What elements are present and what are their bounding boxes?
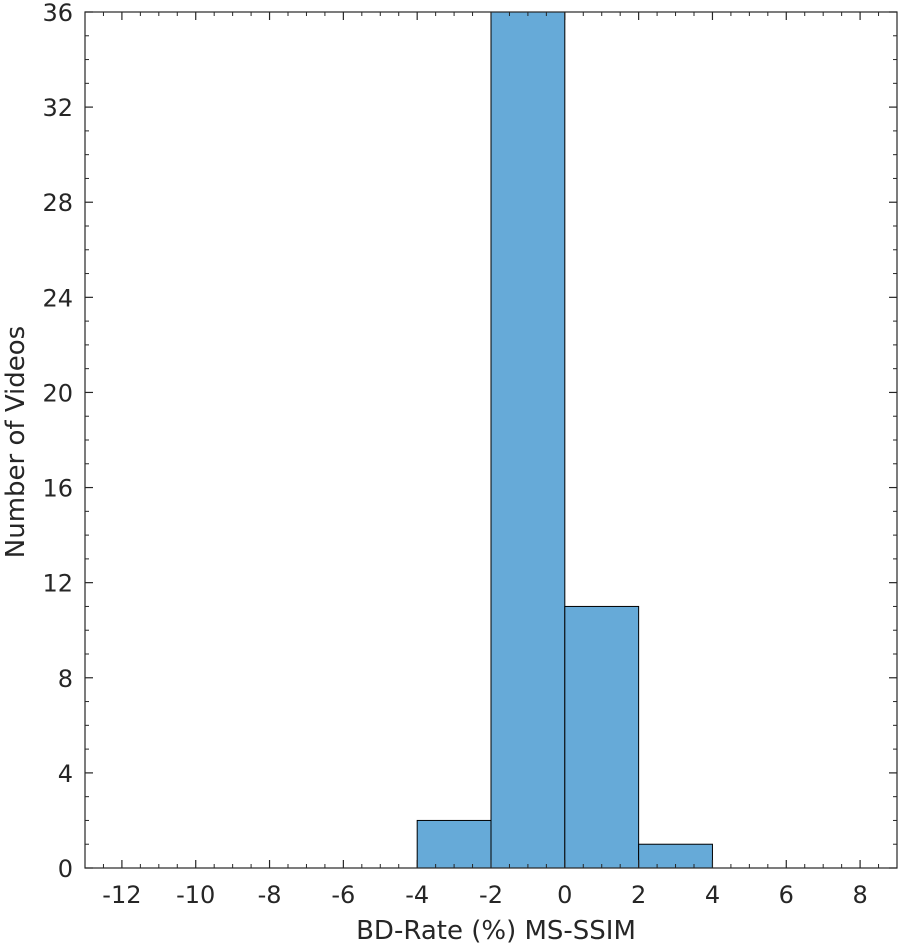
axes-box <box>84 11 898 869</box>
histogram-bar-2 <box>564 605 640 869</box>
x-tick-label: 2 <box>631 881 646 909</box>
y-tick-label: 16 <box>42 475 73 503</box>
y-tick-label: 4 <box>58 760 73 788</box>
x-tick-label: -8 <box>258 881 282 909</box>
x-tick-label: -2 <box>479 881 503 909</box>
y-tick-label: 12 <box>42 570 73 598</box>
y-tick-label: 28 <box>42 189 73 217</box>
x-tick-label: 6 <box>779 881 794 909</box>
y-tick-label: 36 <box>42 0 73 27</box>
x-tick-label: -6 <box>331 881 355 909</box>
bars-layer <box>416 11 713 869</box>
x-tick-label: -4 <box>405 881 429 909</box>
histogram-bar-0 <box>416 819 492 869</box>
y-axis-label: Number of Videos <box>1 326 31 558</box>
x-tick-label: -10 <box>176 881 215 909</box>
ticks-layer <box>84 11 898 869</box>
y-tick-label: 0 <box>58 855 73 883</box>
histogram-bar-1 <box>490 11 566 869</box>
x-axis-label: BD-Rate (%) MS-SSIM <box>356 916 636 946</box>
x-tick-label: -12 <box>102 881 141 909</box>
y-tick-label: 20 <box>42 379 73 407</box>
y-tick-label: 24 <box>42 284 73 312</box>
x-tick-label: 8 <box>852 881 867 909</box>
x-tick-label: 0 <box>557 881 572 909</box>
y-tick-label: 8 <box>58 665 73 693</box>
x-tick-label: 4 <box>705 881 720 909</box>
y-tick-label: 32 <box>42 94 73 122</box>
